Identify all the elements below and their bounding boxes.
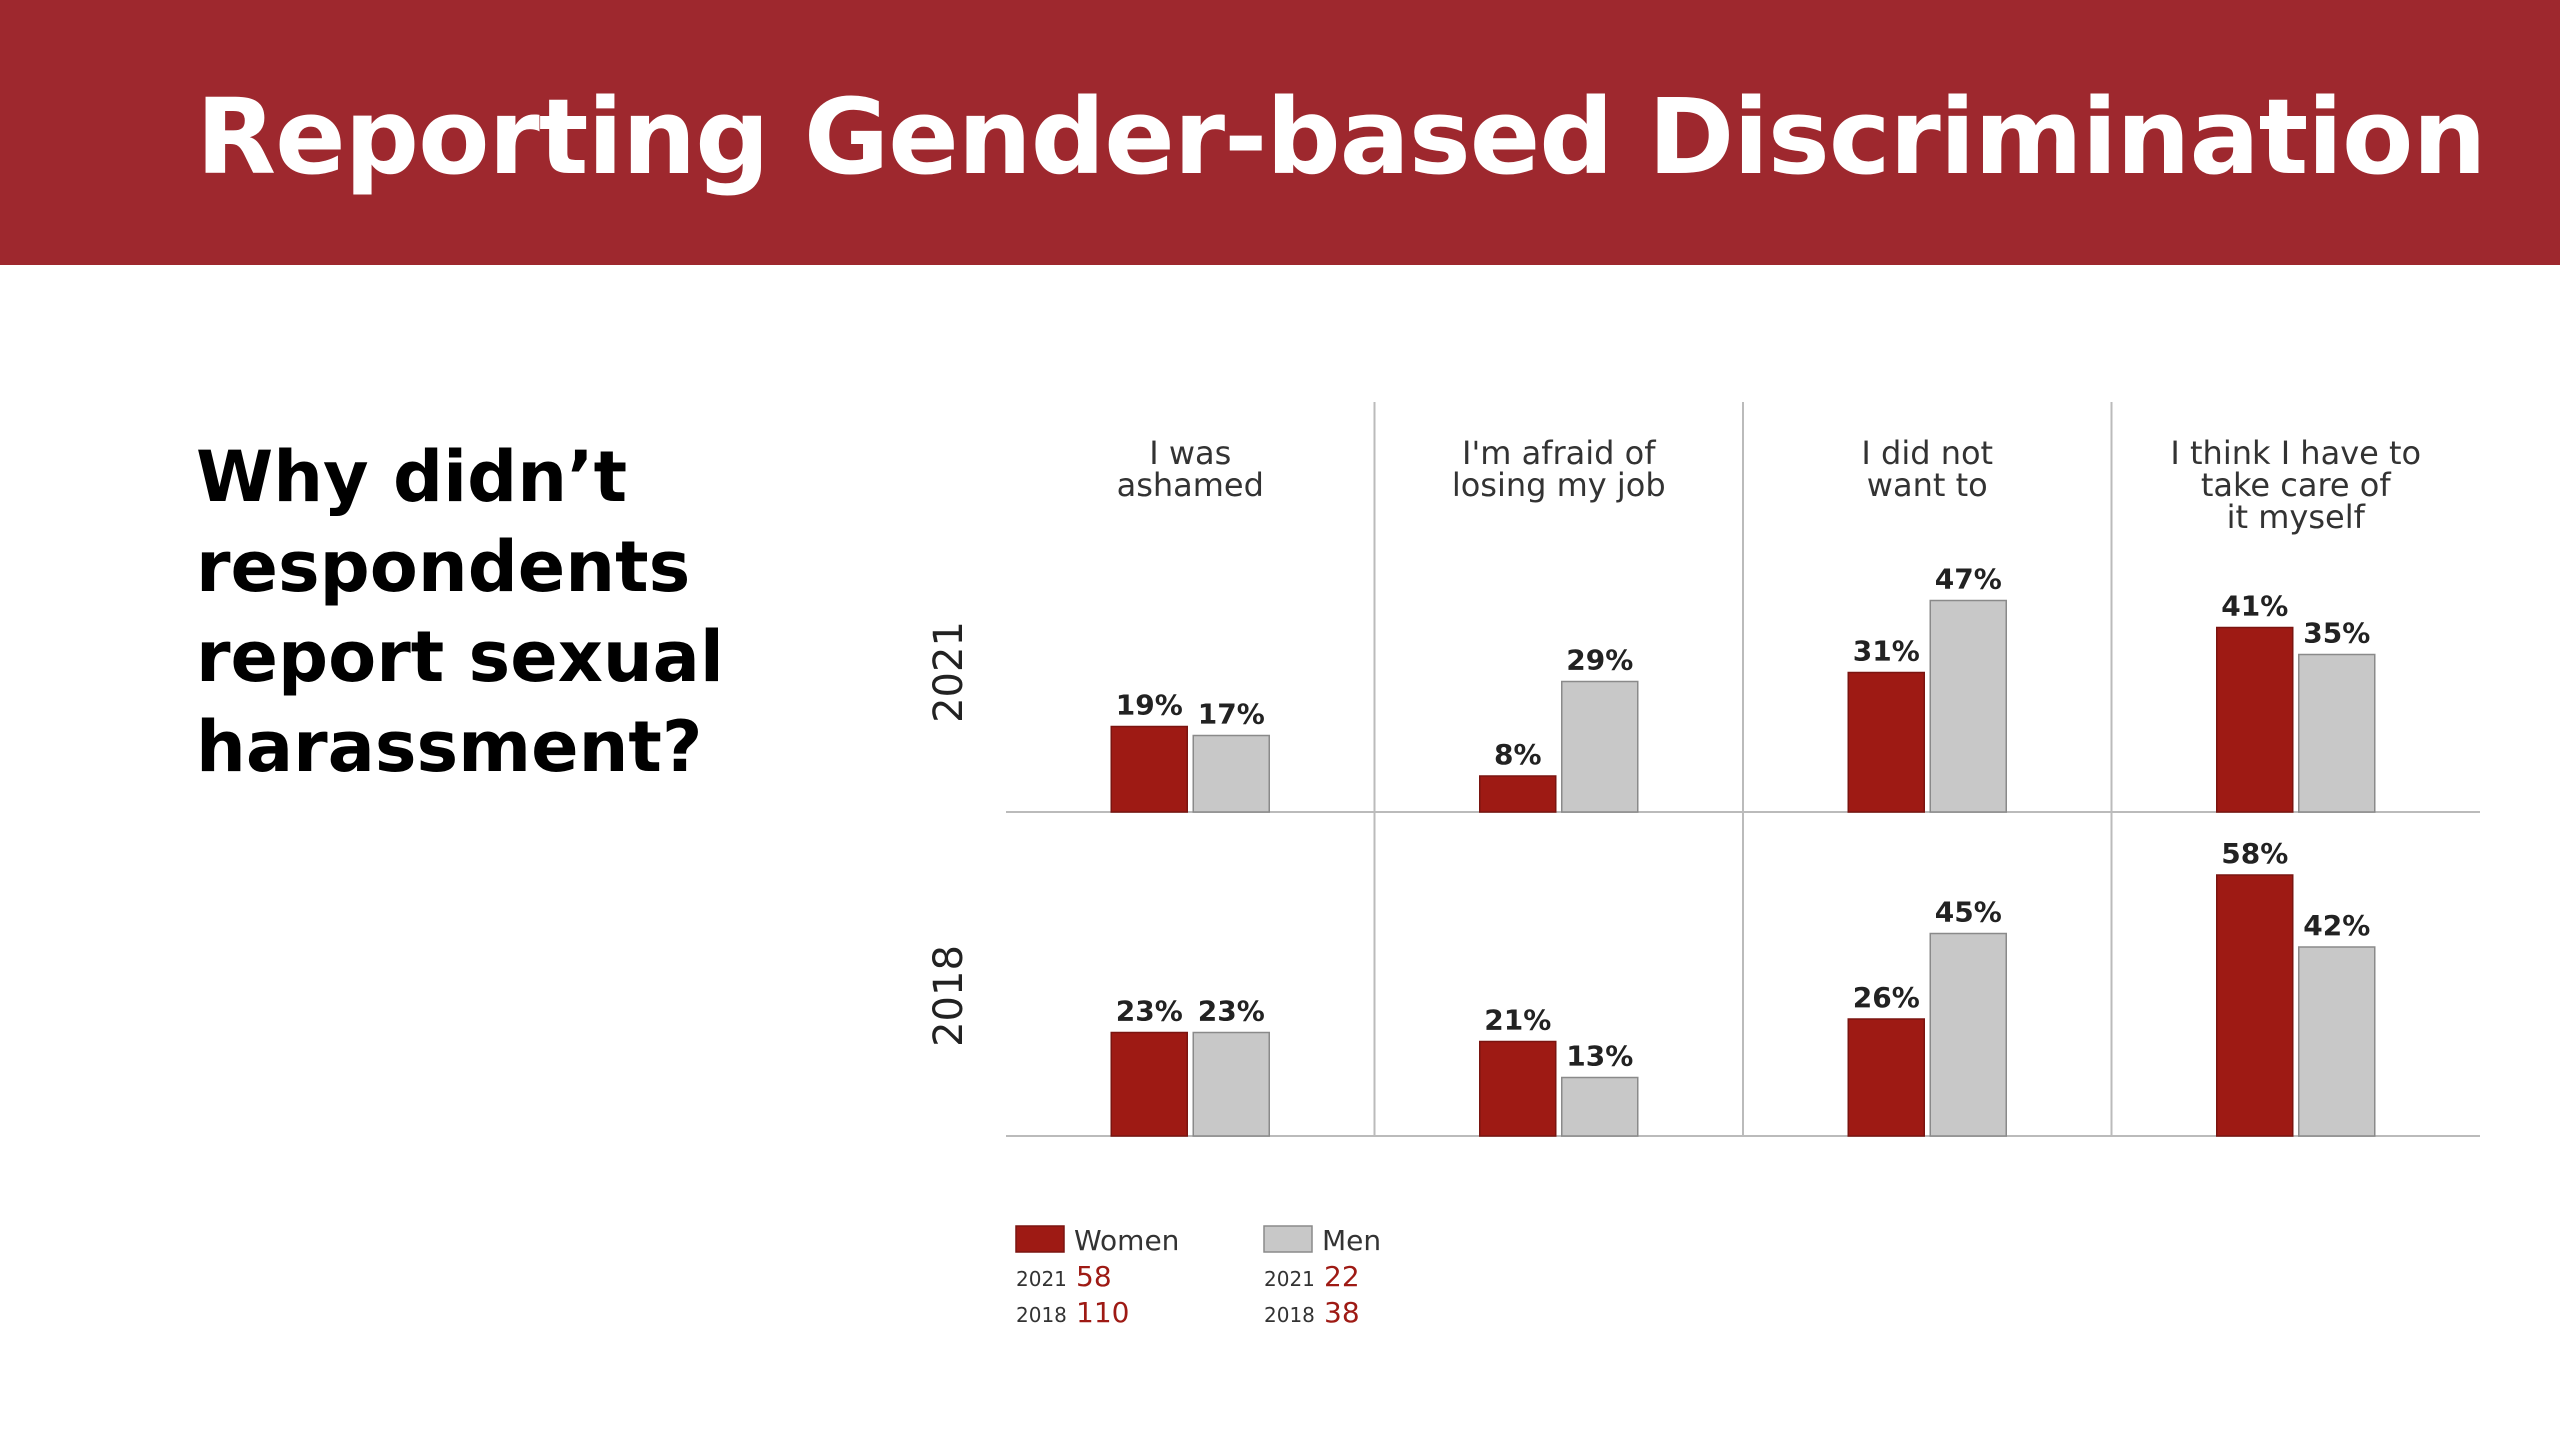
bar-women-2021 [1110,725,1188,813]
bar-men-2018 [1561,1076,1639,1137]
bars: 19% 17% 8% 29% 31% 47% 41% 35% 23% 23% 21% 13% 26% 45… [1110,563,2376,1137]
category-label: take care of [2201,466,2392,504]
legend-year: 2018 [1016,1303,1067,1327]
category-label: losing my job [1452,466,1666,504]
bar-women-2018 [1847,1018,1925,1137]
legend-count: 110 [1076,1296,1129,1329]
question-text: Why didn’t respondents report sexual har… [196,436,724,788]
data-label: 8% [1494,738,1542,771]
category-label: want to [1867,466,1988,504]
bar-women-2021 [2216,626,2294,813]
bar-women-2018 [2216,874,2294,1137]
legend-label: Men [1322,1224,1381,1257]
bar-men-2018 [2298,946,2376,1137]
category-label: it myself [2227,498,2366,536]
data-label: 17% [1198,698,1265,731]
legend: Women 2021 58 2018 110 Men 2021 22 2018 38 [1015,1224,1381,1329]
data-label: 23% [1116,995,1183,1028]
data-label: 13% [1566,1040,1633,1073]
bar-men-2018 [1192,1031,1270,1137]
bar-women-2021 [1847,671,1925,813]
category-label: I did not [1861,434,1993,472]
bar-women-2018 [1110,1031,1188,1137]
slide-title: Reporting Gender-based Discrimination [196,76,2486,198]
data-label: 35% [2303,617,2370,650]
legend-swatch-men [1263,1225,1313,1253]
category-label: I'm afraid of [1462,434,1656,472]
data-label: 41% [2221,590,2288,623]
category-label: ashamed [1117,466,1264,504]
legend-label: Women [1074,1224,1179,1257]
legend-count: 58 [1076,1260,1112,1293]
legend-count: 38 [1324,1296,1360,1329]
year-label: 2018 [926,945,972,1047]
year-labels: 2021 2018 [926,621,972,1047]
data-label: 42% [2303,909,2370,942]
year-label: 2021 [926,621,972,723]
bar-women-2018 [1479,1040,1557,1137]
bar-men-2021 [2298,653,2376,813]
legend-year: 2021 [1264,1267,1315,1291]
legend-count: 22 [1324,1260,1360,1293]
bar-women-2021 [1479,775,1557,813]
bar-men-2021 [1192,734,1270,813]
legend-year: 2021 [1016,1267,1067,1291]
data-label: 45% [1935,896,2002,929]
data-label: 29% [1566,644,1633,677]
legend-swatch-women [1015,1225,1065,1253]
category-label: I was [1149,434,1231,472]
bar-men-2018 [1929,932,2007,1137]
data-label: 58% [2221,837,2288,870]
legend-year: 2018 [1264,1303,1315,1327]
data-label: 21% [1484,1004,1551,1037]
title-banner: Reporting Gender-based Discrimination [0,0,2560,265]
data-label: 31% [1853,635,1920,668]
data-label: 26% [1853,981,1920,1014]
bar-men-2021 [1561,680,1639,813]
data-label: 23% [1198,995,1265,1028]
category-label: I think I have to [2170,434,2421,472]
data-label: 19% [1116,689,1183,722]
data-label: 47% [1935,563,2002,596]
bar-men-2021 [1929,599,2007,813]
